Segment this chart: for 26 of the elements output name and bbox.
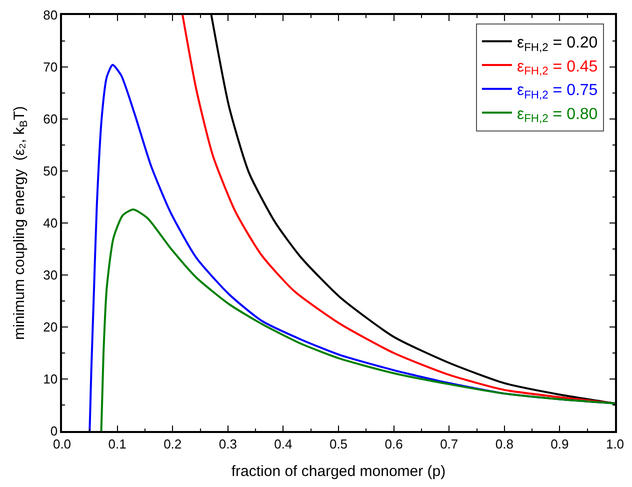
- x-tick-label: 0.9: [550, 436, 569, 452]
- x-tick-label: 0.3: [218, 436, 237, 452]
- legend-label: ε$_{FH,2}$ = 0.80: [516, 106, 598, 126]
- x-axis-title: fraction of charged monomer (p): [231, 462, 446, 480]
- x-tick-label: 1.0: [606, 436, 624, 452]
- y-tick-label: 50: [43, 164, 58, 179]
- x-tick-label: 0.4: [274, 436, 292, 452]
- x-tick-label: 0.2: [164, 436, 182, 452]
- y-tick-label: 60: [43, 112, 58, 127]
- x-tick-label: 0.7: [440, 436, 458, 452]
- legend-label: ε$_{FH,2}$ = 0.45: [516, 58, 598, 78]
- y-tick-label: 0: [50, 424, 58, 439]
- x-tick-label: 0.1: [108, 436, 126, 452]
- line-series: [100, 208, 615, 431]
- y-tick-label: 80: [43, 8, 58, 23]
- x-tick-label: 0.8: [495, 436, 514, 452]
- y-tick-label: 10: [43, 372, 58, 387]
- y-tick-label: 30: [43, 268, 58, 283]
- y-tick-label: 70: [43, 60, 58, 75]
- y-tick-label: 20: [43, 320, 58, 335]
- x-tick-label: 0.6: [384, 436, 403, 452]
- x-tick-label: 0.5: [329, 436, 348, 452]
- legend-label: ε$_{FH,2}$ = 0.75: [516, 82, 598, 102]
- y-tick-label: 40: [43, 216, 58, 231]
- legend-label: ε$_{FH,2}$ = 0.20: [516, 34, 598, 54]
- x-tick-label: 0.0: [52, 436, 72, 452]
